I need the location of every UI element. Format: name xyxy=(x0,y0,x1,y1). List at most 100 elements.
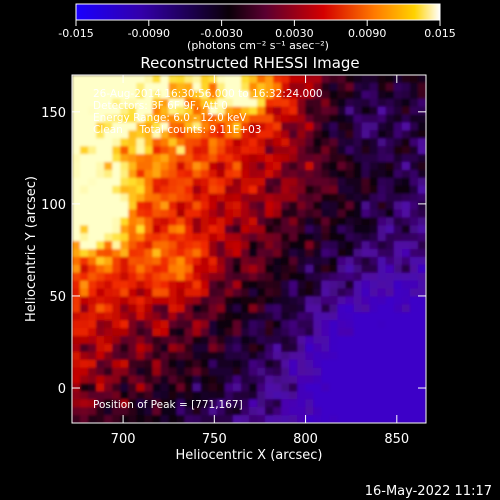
heatmap-cell xyxy=(409,82,419,92)
heatmap-cell xyxy=(192,391,202,400)
heatmap-cell xyxy=(152,146,162,155)
heatmap-cell xyxy=(144,328,154,337)
heatmap-cell xyxy=(224,75,234,84)
heatmap-cell xyxy=(297,130,306,139)
heatmap-cell xyxy=(200,177,210,187)
heatmap-cell xyxy=(305,98,314,108)
heatmap-cell xyxy=(224,336,234,345)
heatmap-cell xyxy=(128,201,137,211)
heatmap-cell xyxy=(369,217,379,226)
heatmap-cell xyxy=(208,146,218,155)
heatmap-cell xyxy=(216,106,226,116)
heatmap-cell xyxy=(385,343,395,353)
colorbar-tick-label: 0.015 xyxy=(424,27,456,40)
heatmap-cell xyxy=(136,351,146,361)
heatmap-cell xyxy=(176,177,186,187)
heatmap-cell xyxy=(80,130,89,139)
heatmap-cell xyxy=(321,225,331,234)
heatmap-cell xyxy=(208,312,218,321)
heatmap-cell xyxy=(257,320,266,329)
heatmap-cell xyxy=(192,90,202,100)
heatmap-cell xyxy=(128,82,137,92)
heatmap-cell xyxy=(289,138,298,147)
peak-position-label: Position of Peak = [771,167] xyxy=(93,399,243,411)
heatmap-cell xyxy=(353,201,363,211)
heatmap-cell xyxy=(337,241,347,250)
heatmap-cell xyxy=(128,75,137,84)
heatmap-cell xyxy=(313,296,323,305)
heatmap-cell xyxy=(417,201,426,211)
heatmap-cell xyxy=(192,209,202,218)
heatmap-cell xyxy=(80,249,89,258)
heatmap-cell xyxy=(417,169,426,179)
heatmap-cell xyxy=(144,288,154,298)
heatmap-cell xyxy=(281,217,290,226)
heatmap-cell xyxy=(401,138,411,147)
heatmap-cell xyxy=(361,320,371,329)
heatmap-cell xyxy=(393,217,403,226)
heatmap-cell xyxy=(240,415,250,423)
heatmap-cell xyxy=(321,280,331,290)
heatmap-cell xyxy=(249,75,258,84)
heatmap-cell xyxy=(353,233,363,242)
heatmap-cell xyxy=(329,399,339,408)
heatmap-cell xyxy=(385,391,395,400)
heatmap-cell xyxy=(417,154,426,163)
heatmap-cell xyxy=(273,264,282,274)
heatmap-cell xyxy=(305,225,314,234)
heatmap-cell xyxy=(353,328,363,337)
heatmap-cell xyxy=(249,359,258,369)
heatmap-cell xyxy=(417,288,426,298)
heatmap-cell xyxy=(120,336,129,345)
heatmap-cell xyxy=(337,375,347,385)
heatmap-cell xyxy=(80,367,89,377)
annotation-detectors: Detectors: 3F 6F 9F, Att 0 xyxy=(93,100,228,112)
heatmap-cell xyxy=(184,407,194,416)
heatmap-cell xyxy=(160,217,170,226)
heatmap-cell xyxy=(289,407,298,416)
heatmap-cell xyxy=(120,328,129,337)
heatmap-cell xyxy=(321,241,331,250)
x-tick-label: 850 xyxy=(384,432,409,447)
heatmap-cell xyxy=(305,233,314,242)
heatmap-cell xyxy=(224,375,234,385)
heatmap-cell xyxy=(104,351,113,361)
heatmap-cell xyxy=(417,106,426,116)
heatmap-cell xyxy=(369,185,379,195)
heatmap-cell xyxy=(369,375,379,385)
heatmap-cell xyxy=(353,351,363,361)
heatmap-cell xyxy=(353,415,363,423)
heatmap-cell xyxy=(329,217,339,226)
heatmap-cell xyxy=(297,249,306,258)
heatmap-cell xyxy=(104,209,113,218)
heatmap-cell xyxy=(257,122,266,131)
heatmap-cell xyxy=(353,272,363,282)
heatmap-cell xyxy=(72,359,81,369)
heatmap-cell xyxy=(313,122,323,131)
heatmap-cell xyxy=(321,351,331,361)
heatmap-cell xyxy=(305,169,314,179)
heatmap-cell xyxy=(120,256,129,266)
heatmap-cell xyxy=(337,399,347,408)
heatmap-cell xyxy=(224,177,234,187)
heatmap-cell xyxy=(192,233,202,242)
heatmap-cell xyxy=(128,328,137,337)
heatmap-cell xyxy=(176,249,186,258)
heatmap-cell xyxy=(120,185,129,195)
heatmap-cell xyxy=(216,304,226,313)
heatmap-cell xyxy=(136,209,146,218)
heatmap-cell xyxy=(329,320,339,329)
heatmap-cell xyxy=(152,241,162,250)
heatmap-cell xyxy=(401,241,411,250)
heatmap-cell xyxy=(385,336,395,345)
heatmap-cell xyxy=(120,177,129,187)
heatmap-cell xyxy=(321,288,331,298)
heatmap-cell xyxy=(152,193,162,203)
heatmap-cell xyxy=(184,280,194,290)
heatmap-cell xyxy=(224,415,234,423)
heatmap-cell xyxy=(257,399,266,408)
heatmap-cell xyxy=(136,114,146,124)
heatmap-cell xyxy=(72,367,81,377)
heatmap-cell xyxy=(208,320,218,329)
heatmap-cell xyxy=(128,336,137,345)
